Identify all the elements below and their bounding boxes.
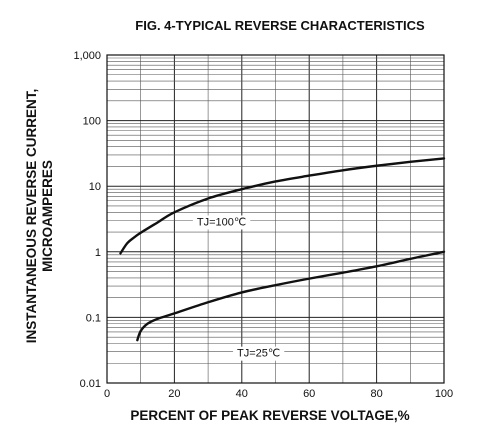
series-line-2 (136, 250, 446, 342)
curve-label-2: TJ=25℃ (237, 348, 280, 360)
x-axis-label: PERCENT OF PEAK REVERSE VOLTAGE,% (130, 408, 409, 423)
x-tick-label: 60 (303, 388, 315, 400)
y-axis-label-line-1: INSTANTANEOUS REVERSE CURRENT, (24, 89, 39, 344)
data-series: TJ=100℃ TJ=25℃ (119, 157, 446, 361)
y-tick-label: 100 (83, 116, 101, 128)
x-tick-label: 20 (168, 388, 180, 400)
y-tick-label: 0.01 (80, 378, 101, 390)
y-axis-ticks: 0.01 0.1 1 10 100 1,000 (73, 50, 101, 390)
y-axis-label-line-2: MICROAMPERES (40, 160, 55, 272)
curve-label-1: TJ=100℃ (197, 216, 246, 228)
curve-label-background (233, 346, 285, 361)
x-tick-label: 40 (236, 388, 248, 400)
chart-title: FIG. 4-TYPICAL REVERSE CHARACTERISTICS (135, 18, 425, 33)
series-line-1 (119, 157, 446, 255)
x-tick-label: 80 (370, 388, 382, 400)
plot-grid (106, 55, 445, 384)
plot-frame (106, 54, 445, 384)
x-axis-ticks: 0 20 40 60 80 100 (104, 388, 453, 400)
curve-label-background (192, 215, 251, 230)
y-tick-label: 1 (95, 247, 101, 259)
y-tick-label: 10 (89, 181, 101, 193)
x-tick-label: 0 (104, 388, 110, 400)
y-axis-label-group: INSTANTANEOUS REVERSE CURRENT, MICROAMPE… (24, 89, 55, 344)
y-tick-label: 1,000 (73, 50, 101, 62)
y-tick-label: 0.1 (86, 312, 101, 324)
x-tick-label: 100 (435, 388, 453, 400)
